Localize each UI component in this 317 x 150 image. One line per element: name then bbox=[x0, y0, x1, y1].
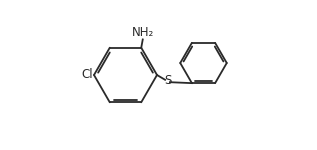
Text: NH₂: NH₂ bbox=[132, 26, 154, 39]
Text: Cl: Cl bbox=[81, 69, 93, 81]
Text: S: S bbox=[164, 75, 171, 87]
